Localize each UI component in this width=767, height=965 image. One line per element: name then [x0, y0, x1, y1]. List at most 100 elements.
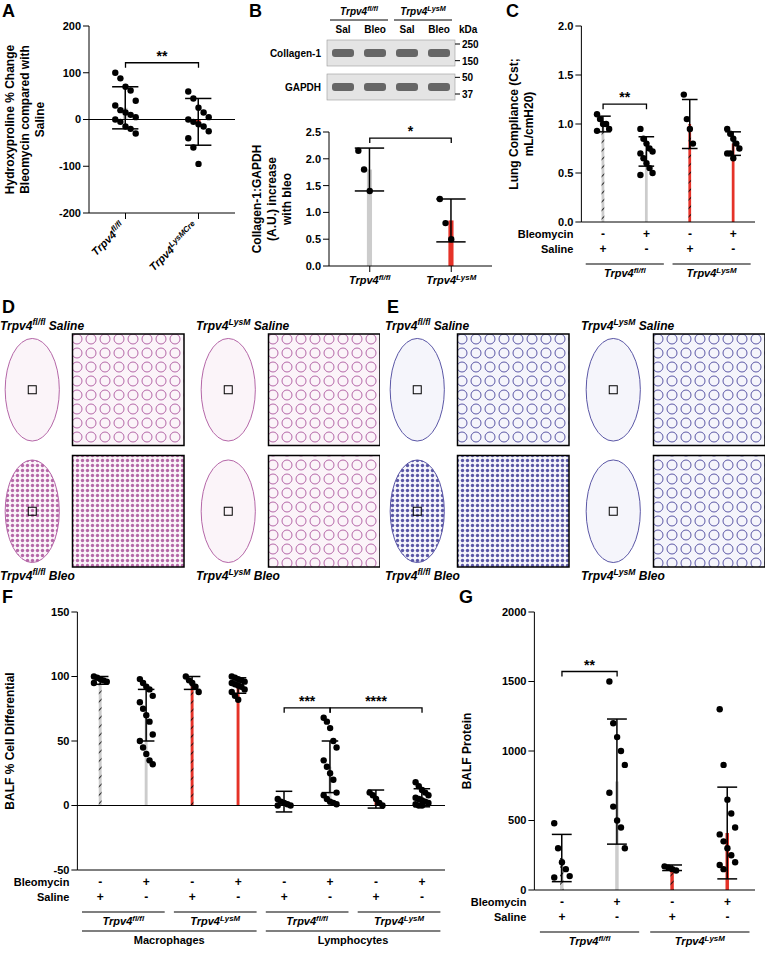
svg-text:Trpv4fl/fl Bleo: Trpv4fl/fl Bleo	[385, 567, 460, 583]
svg-text:0.0: 0.0	[558, 216, 573, 228]
svg-text:Macrophages: Macrophages	[134, 934, 205, 946]
svg-text:Trpv4fl/fl: Trpv4fl/fl	[103, 914, 145, 927]
svg-text:BALF % Cell Differential: BALF % Cell Differential	[3, 672, 17, 809]
svg-text:100: 100	[51, 670, 69, 682]
svg-text:Bleo: Bleo	[364, 24, 386, 35]
svg-text:+: +	[600, 242, 607, 256]
svg-text:Saline: Saline	[541, 243, 573, 255]
svg-text:+: +	[686, 242, 693, 256]
svg-text:-100: -100	[59, 160, 81, 172]
svg-text:Collagen-1:GAPDH: Collagen-1:GAPDH	[250, 145, 264, 254]
svg-text:Trpv4fl/fl: Trpv4fl/fl	[340, 4, 379, 17]
svg-text:Hydroxyproline % Change: Hydroxyproline % Change	[3, 45, 17, 195]
svg-text:Trpv4LysM: Trpv4LysM	[675, 934, 725, 947]
svg-text:-: -	[644, 242, 648, 256]
svg-text:Trpv4LysM Bleo: Trpv4LysM Bleo	[581, 567, 665, 583]
svg-text:-: -	[731, 242, 735, 256]
svg-text:***: ***	[299, 693, 316, 709]
svg-text:1.5: 1.5	[558, 69, 573, 81]
svg-text:1.5: 1.5	[306, 180, 321, 192]
svg-text:1500: 1500	[502, 675, 526, 687]
svg-text:500: 500	[508, 814, 526, 826]
svg-text:Trpv4LysM: Trpv4LysM	[400, 4, 446, 17]
svg-text:Trpv4LysM Bleo: Trpv4LysM Bleo	[196, 567, 280, 583]
svg-text:0: 0	[75, 113, 81, 125]
svg-text:-50: -50	[53, 864, 69, 876]
svg-text:Bleomycin compared with: Bleomycin compared with	[18, 45, 32, 194]
svg-text:Trpv4LysM Saline: Trpv4LysM Saline	[581, 318, 675, 333]
svg-text:Trpv4fl/fl: Trpv4fl/fl	[604, 266, 646, 279]
svg-text:Trpv4fl/fl Bleo: Trpv4fl/fl Bleo	[0, 567, 75, 583]
svg-text:Collagen-1: Collagen-1	[270, 48, 322, 59]
svg-text:50: 50	[57, 735, 69, 747]
svg-text:2.0: 2.0	[558, 20, 573, 32]
svg-text:37: 37	[462, 89, 474, 100]
svg-text:200: 200	[63, 20, 81, 32]
svg-text:-: -	[420, 890, 424, 904]
svg-text:Trpv4fl/fl Saline: Trpv4fl/fl Saline	[385, 318, 469, 333]
svg-text:Saline: Saline	[494, 911, 526, 923]
svg-text:+: +	[614, 895, 621, 909]
svg-text:+: +	[189, 890, 196, 904]
svg-text:-: -	[144, 890, 148, 904]
svg-text:1.0: 1.0	[558, 118, 573, 130]
svg-text:Trpv4fl/fl: Trpv4fl/fl	[286, 914, 328, 927]
svg-text:Lung Compliance (Cst;: Lung Compliance (Cst;	[507, 58, 521, 189]
svg-text:BALF Protein: BALF Protein	[460, 713, 474, 790]
svg-text:-: -	[560, 895, 564, 909]
svg-text:0.5: 0.5	[306, 233, 321, 245]
svg-text:Trpv4fl/fl: Trpv4fl/fl	[569, 934, 611, 947]
svg-text:0: 0	[63, 799, 69, 811]
svg-text:mL/cmH20): mL/cmH20)	[522, 92, 536, 157]
svg-text:Trpv4LysM: Trpv4LysM	[687, 266, 737, 279]
svg-text:+: +	[730, 227, 737, 241]
svg-text:**: **	[619, 89, 630, 105]
svg-text:**: **	[157, 48, 168, 64]
svg-text:0: 0	[520, 884, 526, 896]
svg-text:-: -	[190, 875, 194, 889]
svg-text:-: -	[282, 875, 286, 889]
svg-text:Bleo: Bleo	[428, 24, 450, 35]
svg-text:(A.U.) increase: (A.U.) increase	[265, 157, 279, 241]
svg-text:Sal: Sal	[335, 24, 350, 35]
svg-text:0.5: 0.5	[558, 167, 573, 179]
svg-text:+: +	[643, 227, 650, 241]
svg-text:****: ****	[365, 693, 387, 709]
svg-text:Saline: Saline	[33, 102, 47, 138]
svg-text:-: -	[328, 890, 332, 904]
svg-text:250: 250	[462, 39, 479, 50]
svg-text:0.0: 0.0	[306, 260, 321, 272]
svg-text:-: -	[670, 895, 674, 909]
svg-text:+: +	[419, 875, 426, 889]
svg-text:**: **	[584, 657, 595, 673]
svg-text:Trpv4LysM: Trpv4LysM	[190, 914, 240, 927]
svg-text:+: +	[235, 875, 242, 889]
svg-text:+: +	[558, 910, 565, 924]
svg-text:GAPDH: GAPDH	[285, 82, 321, 93]
svg-text:2.0: 2.0	[306, 153, 321, 165]
svg-text:-: -	[601, 227, 605, 241]
svg-text:150: 150	[462, 56, 479, 67]
svg-text:Trpv4fl/fl: Trpv4fl/fl	[88, 218, 127, 257]
svg-text:-: -	[688, 227, 692, 241]
svg-text:Sal: Sal	[399, 24, 414, 35]
svg-text:-: -	[236, 890, 240, 904]
svg-text:Trpv4LysM: Trpv4LysM	[426, 273, 476, 286]
svg-text:+: +	[327, 875, 334, 889]
svg-text:50: 50	[462, 72, 474, 83]
svg-text:150: 150	[51, 606, 69, 618]
svg-text:1000: 1000	[502, 745, 526, 757]
svg-text:Lymphocytes: Lymphocytes	[318, 934, 389, 946]
svg-text:Trpv4LysMCre: Trpv4LysMCre	[146, 219, 201, 274]
svg-text:Saline: Saline	[37, 891, 69, 903]
svg-text:*: *	[408, 123, 414, 139]
svg-text:-: -	[374, 875, 378, 889]
svg-text:+: +	[97, 890, 104, 904]
svg-text:-: -	[98, 875, 102, 889]
svg-text:Trpv4LysM: Trpv4LysM	[374, 914, 424, 927]
svg-text:Bleomycin: Bleomycin	[471, 896, 527, 908]
svg-text:Trpv4fl/fl Saline: Trpv4fl/fl Saline	[0, 318, 84, 333]
svg-text:Bleomycin: Bleomycin	[14, 876, 70, 888]
svg-text:-: -	[615, 910, 619, 924]
svg-text:Bleomycin: Bleomycin	[518, 228, 574, 240]
